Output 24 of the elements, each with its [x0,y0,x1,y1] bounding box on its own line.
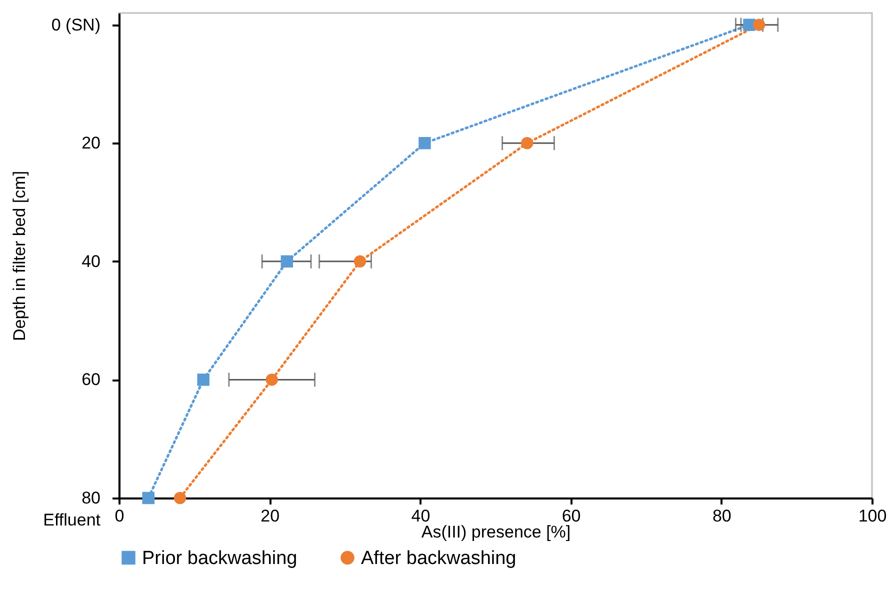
y-axis-title: Depth in filter bed [cm] [10,170,30,342]
y-tick-label: 60 [82,370,100,390]
x-tick-label: 20 [260,506,280,526]
point [354,255,366,268]
legend-label: After backwashing [361,548,516,569]
point [752,18,766,31]
x-tick-label: 0 [114,506,124,526]
x-tick-label: 60 [562,506,581,526]
point [266,374,278,386]
x-tick-label: 40 [411,506,430,526]
y-tick-label: 40 [82,252,100,271]
y-tick-label: 0 (SN) [51,15,100,34]
x-tick-label: 100 [858,506,887,526]
legend-label: Prior backwashing [142,548,298,569]
point [142,492,154,504]
point [280,255,294,268]
point [521,137,534,150]
point [174,492,186,504]
y-tick-label: 80 Effluent [43,488,101,530]
x-axis-title: As(III) presence [%] [421,522,571,542]
x-tick-label: 80 [712,506,732,526]
y-tick-label: 20 [82,134,100,153]
point [197,374,210,386]
point [418,137,431,150]
